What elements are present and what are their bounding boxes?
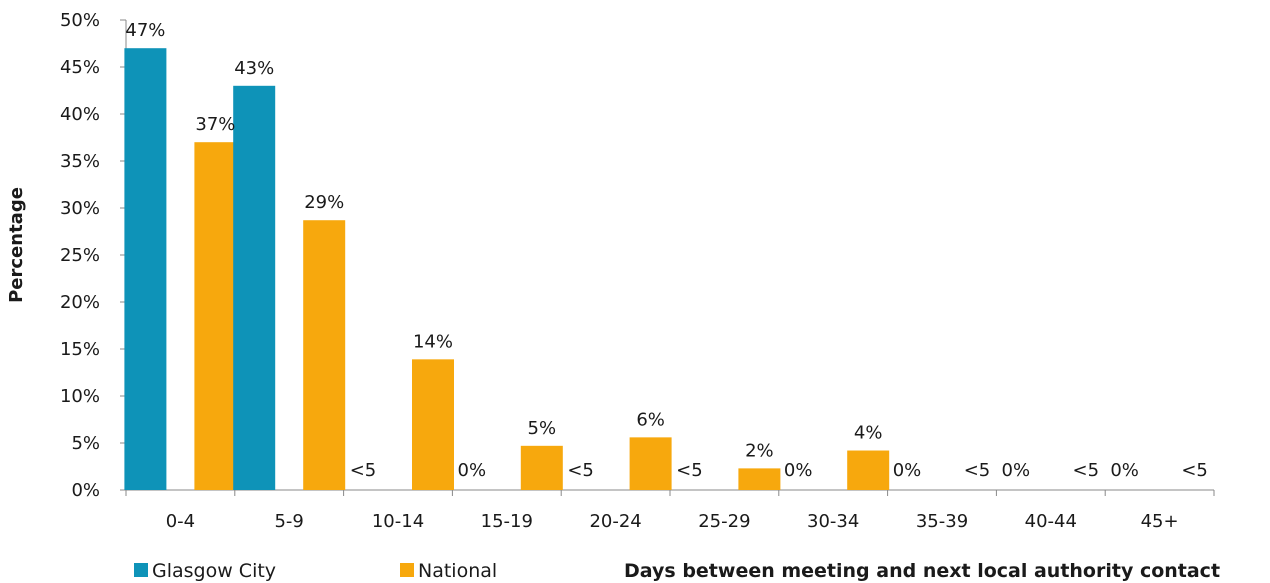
- x-axis-title: Days between meeting and next local auth…: [624, 560, 1220, 582]
- x-tick-label: 40-44: [1025, 511, 1077, 532]
- x-tick-label: 5-9: [274, 511, 303, 532]
- y-tick-label: 35%: [60, 151, 100, 172]
- legend-swatch-glasgow-city: [134, 563, 148, 577]
- data-label: 5%: [528, 418, 557, 439]
- bar-glasgow-city: [124, 48, 167, 490]
- y-tick-label: 20%: [60, 292, 100, 313]
- data-label: 2%: [745, 440, 774, 461]
- data-label: 0%: [1002, 460, 1031, 481]
- bar-national: [847, 450, 890, 490]
- data-label: 4%: [854, 423, 883, 444]
- legend: Glasgow City National: [134, 560, 497, 582]
- data-label: 0%: [1110, 460, 1139, 481]
- x-tick-label: 15-19: [481, 511, 533, 532]
- x-axis: 0-4 5-9 10-14 15-19 20-24 25-29 30-34 35-39 40-4…: [125, 489, 1215, 532]
- data-label: <5: [964, 460, 991, 481]
- data-label: <5: [676, 460, 703, 481]
- y-tick-label: 30%: [60, 198, 100, 219]
- y-tick-label: 15%: [60, 339, 100, 360]
- data-label: 0%: [893, 460, 922, 481]
- y-tick-label: 40%: [60, 104, 100, 125]
- x-tick-label: 10-14: [372, 511, 424, 532]
- y-tick-label: 25%: [60, 245, 100, 266]
- bars: [124, 48, 890, 491]
- data-label: 0%: [458, 460, 487, 481]
- bar-national: [194, 142, 237, 490]
- data-label: 6%: [636, 409, 665, 430]
- x-tick-label: 0-4: [166, 511, 195, 532]
- data-label: <5: [1181, 460, 1208, 481]
- data-label: <5: [1073, 460, 1100, 481]
- y-tick-label: 50%: [60, 10, 100, 31]
- data-label: <5: [567, 460, 594, 481]
- x-tick-label: 25-29: [698, 511, 750, 532]
- data-label: 47%: [125, 20, 165, 41]
- bar-national: [629, 437, 672, 490]
- x-tick-label: 35-39: [916, 511, 968, 532]
- legend-label-glasgow-city: Glasgow City: [152, 560, 276, 582]
- bar-national: [520, 445, 563, 490]
- data-label: 43%: [234, 58, 274, 79]
- data-label: 37%: [195, 114, 235, 135]
- data-labels: 47% 37% 43% 29% <5 14% 0% 5% <5 6% <5 2% 0% 4% 0% <5 0% <…: [125, 20, 1207, 481]
- data-label: <5: [350, 460, 377, 481]
- bar-national: [412, 359, 454, 490]
- bar-glasgow-city: [233, 85, 276, 491]
- x-tick-label: 20-24: [589, 511, 641, 532]
- x-tick-label: 45+: [1141, 511, 1179, 532]
- data-label: 14%: [413, 331, 453, 352]
- legend-swatch-national: [400, 563, 414, 577]
- y-tick-label: 5%: [71, 433, 100, 454]
- y-axis: 0% 5% 10% 15% 20% 25% 30% 35% 40% 45% 50%: [60, 10, 127, 501]
- legend-label-national: National: [418, 560, 497, 582]
- y-axis-title: Percentage: [6, 187, 27, 303]
- y-tick-label: 10%: [60, 386, 100, 407]
- data-label: 0%: [784, 460, 813, 481]
- data-label: 29%: [304, 192, 344, 213]
- y-tick-label: 0%: [71, 480, 100, 501]
- bar-national: [738, 468, 781, 490]
- bar-national: [303, 220, 346, 490]
- y-tick-label: 45%: [60, 57, 100, 78]
- x-tick-label: 30-34: [807, 511, 859, 532]
